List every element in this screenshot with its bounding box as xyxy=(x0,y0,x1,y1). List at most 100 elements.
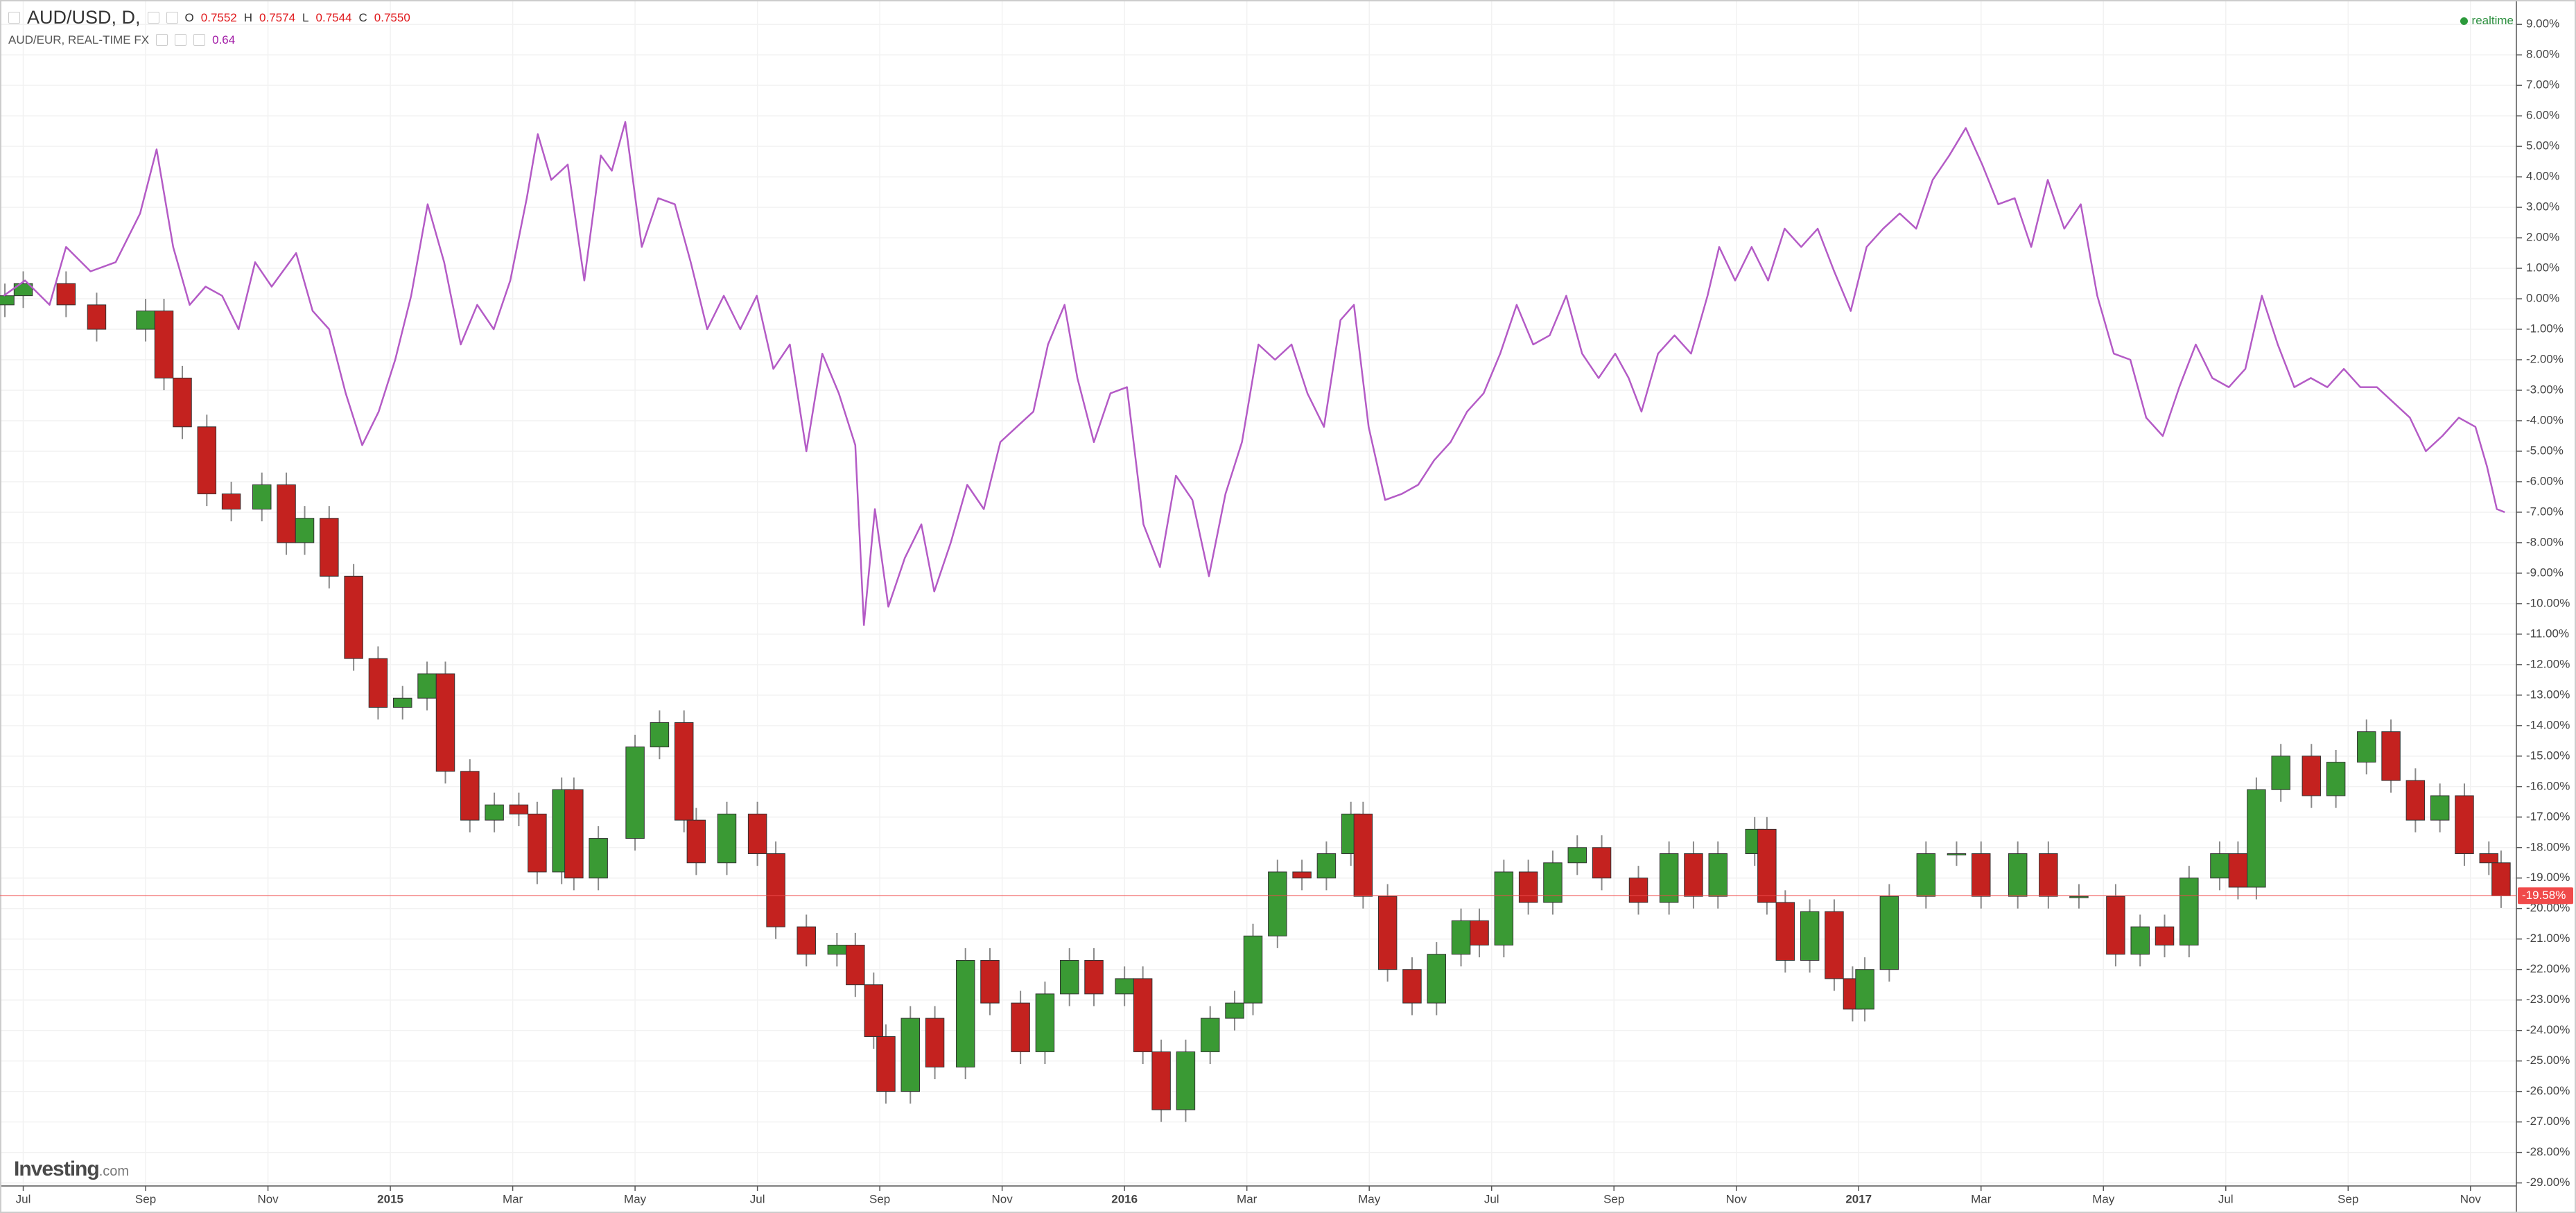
y-tick-label: -7.00% xyxy=(2526,505,2564,518)
legend-header: AUD/USD, D, O 0.7552 H 0.7574 L 0.7544 C 0.7… xyxy=(8,8,410,46)
y-tick-label: -15.00% xyxy=(2526,749,2570,762)
x-tick-label: Jul xyxy=(750,1192,765,1205)
ohlc-label: L xyxy=(302,11,309,24)
x-tick-label: Nov xyxy=(2460,1192,2482,1205)
candle-body xyxy=(1494,871,1514,946)
price-label: -19.58% xyxy=(2522,889,2566,902)
candle-body xyxy=(717,813,737,864)
y-tick-label: -10.00% xyxy=(2526,596,2570,609)
compare-line xyxy=(3,121,2505,626)
y-tick-label: 6.00% xyxy=(2526,109,2559,122)
y-tick-label: -16.00% xyxy=(2526,779,2570,792)
y-tick-label: -8.00% xyxy=(2526,535,2564,548)
candle-body xyxy=(1825,911,1844,979)
ohlc-value: 0.7552 xyxy=(200,11,237,24)
y-tick-label: 5.00% xyxy=(2526,139,2559,152)
candle-body xyxy=(2228,853,2248,888)
candle-body xyxy=(2130,926,2150,955)
candle-body xyxy=(846,945,865,986)
candle-body xyxy=(747,813,767,855)
y-tick-label: -17.00% xyxy=(2526,810,2570,823)
x-tick-label: 2017 xyxy=(1845,1192,1872,1205)
candle-body xyxy=(1708,853,1728,897)
candle-body xyxy=(955,960,975,1067)
y-tick-label: -19.00% xyxy=(2526,871,2570,884)
candle-body xyxy=(2039,853,2058,897)
candle-body xyxy=(1775,902,1795,961)
candle-body xyxy=(900,1018,920,1092)
x-tick-label: Sep xyxy=(2338,1192,2358,1205)
hide-icon[interactable] xyxy=(175,34,187,46)
y-tick-label: 1.00% xyxy=(2526,261,2559,274)
candle-body xyxy=(864,984,884,1037)
candle-body xyxy=(295,518,315,543)
candle-body xyxy=(344,575,363,659)
candle-body xyxy=(1011,1002,1030,1052)
candle-body xyxy=(1972,853,1991,897)
x-tick-label: 2015 xyxy=(377,1192,403,1205)
candle-body xyxy=(2491,862,2511,896)
y-tick-label: -21.00% xyxy=(2526,932,2570,945)
ohlc-label: O xyxy=(184,11,194,24)
y-tick-label: -22.00% xyxy=(2526,962,2570,975)
settings-icon[interactable] xyxy=(156,34,168,46)
compare-value: 0.64 xyxy=(212,33,236,46)
candle-body xyxy=(674,722,694,821)
y-tick-label: -3.00% xyxy=(2526,383,2564,396)
main-row: AUD/USD, D, O 0.7552 H 0.7574 L 0.7544 C 0.7… xyxy=(8,8,410,27)
candle-body xyxy=(2381,731,2401,781)
candle-body xyxy=(2301,756,2322,796)
candle-body xyxy=(589,838,608,879)
x-tick-label: Jul xyxy=(1484,1192,1499,1205)
settings-icon[interactable] xyxy=(147,12,159,24)
candle-body xyxy=(1592,847,1612,879)
candle-body xyxy=(1684,853,1703,897)
candle-body xyxy=(1316,853,1337,879)
y-tick-label: -27.00% xyxy=(2526,1115,2570,1128)
candle-body xyxy=(1947,853,1967,856)
candle-body xyxy=(1243,935,1263,1004)
hide-icon[interactable] xyxy=(166,12,178,24)
candle-body xyxy=(1567,847,1587,864)
candle-body xyxy=(528,813,547,873)
candle-body xyxy=(797,926,816,955)
candle-body xyxy=(277,484,296,543)
candle-body xyxy=(1353,813,1373,897)
candle-body xyxy=(56,283,76,306)
y-tick-label: -14.00% xyxy=(2526,718,2570,731)
plot-area xyxy=(0,0,2516,1186)
x-tick-label: Sep xyxy=(1603,1192,1624,1205)
y-tick-label: -11.00% xyxy=(2526,627,2569,640)
candle-body xyxy=(1402,969,1422,1004)
y-tick-label: 9.00% xyxy=(2526,17,2559,30)
candle-body xyxy=(1427,954,1447,1004)
candle-body xyxy=(564,789,584,879)
y-tick-label: 4.00% xyxy=(2526,170,2559,183)
x-tick-label: 2016 xyxy=(1111,1192,1138,1205)
x-tick-label: Nov xyxy=(992,1192,1013,1205)
candle-body xyxy=(1628,878,1648,903)
candle-body xyxy=(2326,762,2346,796)
candle-body xyxy=(1059,960,1079,995)
candle-body xyxy=(1757,828,1777,903)
candle-body xyxy=(2179,878,2199,946)
candle-body xyxy=(1855,969,1874,1010)
y-tick-label: -2.00% xyxy=(2526,353,2564,366)
remove-icon[interactable] xyxy=(193,34,206,46)
candle-body xyxy=(2008,853,2028,897)
symbol[interactable]: AUD/USD, D, xyxy=(27,7,141,28)
x-tick-label: May xyxy=(1358,1192,1381,1205)
candle-body xyxy=(2247,789,2266,888)
ohlc-label: C xyxy=(358,11,367,24)
collapse-icon[interactable] xyxy=(8,12,20,24)
y-tick-label: -18.00% xyxy=(2526,840,2570,853)
x-tick-label: Jul xyxy=(16,1192,31,1205)
compare-name[interactable]: AUD/EUR, REAL-TIME FX xyxy=(8,33,150,46)
candle-body xyxy=(876,1036,896,1092)
candle-body xyxy=(221,494,241,510)
candle-body xyxy=(1451,920,1471,955)
ohlc-label: H xyxy=(243,11,253,24)
candle-body xyxy=(925,1018,945,1067)
candle-body xyxy=(2479,853,2499,864)
